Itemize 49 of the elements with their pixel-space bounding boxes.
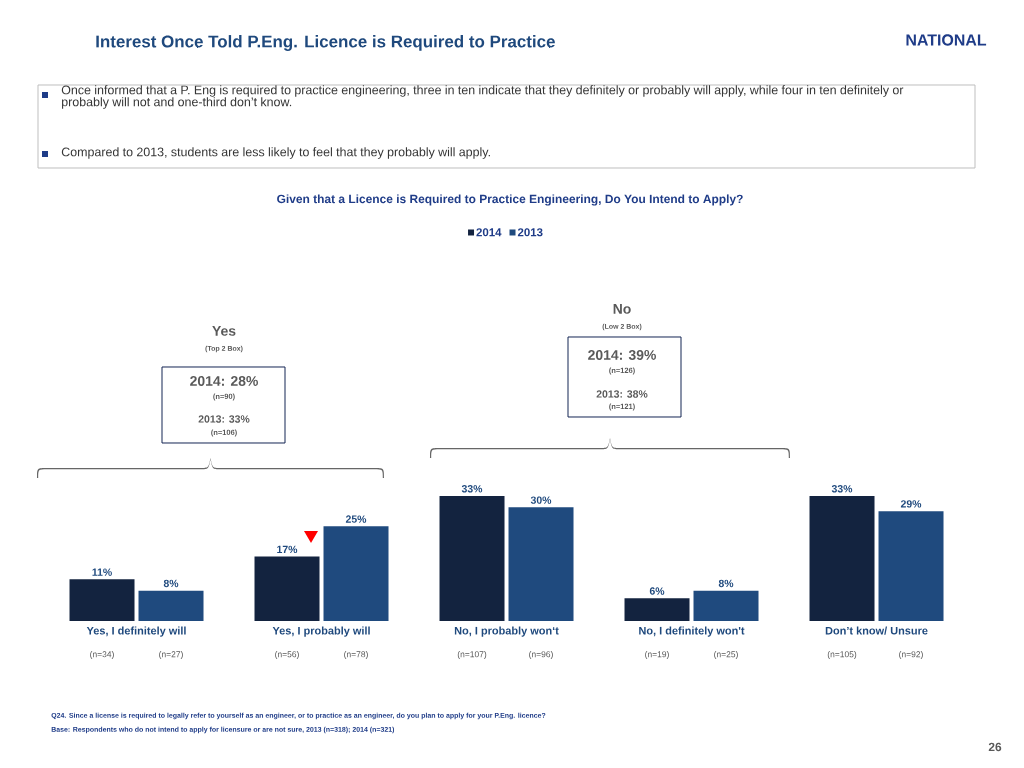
bar bbox=[878, 511, 944, 621]
text: 2014: 39% bbox=[588, 350, 656, 360]
x-tick-label: Yes, I probably will bbox=[272, 626, 370, 637]
text: No bbox=[613, 304, 631, 314]
x-tick-label: No, I definitely won't bbox=[639, 626, 745, 637]
text: (n=107) bbox=[457, 651, 487, 659]
data-label: 29% bbox=[900, 500, 922, 508]
text: (n=96) bbox=[529, 651, 553, 659]
text: 26 bbox=[988, 742, 1002, 752]
text: Once informed that a P. Eng is required to practice engineering, three in ten indicate that they definitely or probably will apply, while four in ten definitely or probably will not and one-third don’t know. bbox=[61, 85, 904, 109]
bar bbox=[323, 526, 389, 621]
data-label: 30% bbox=[530, 496, 552, 504]
legend-label: 2014 bbox=[476, 228, 502, 237]
x-tick-label: No, I probably won‘t bbox=[454, 626, 559, 637]
bar bbox=[693, 590, 759, 621]
legend-label: 2013 bbox=[517, 228, 543, 237]
bar bbox=[508, 507, 574, 621]
text: Yes bbox=[212, 326, 236, 336]
text: NATIONAL bbox=[906, 34, 987, 46]
bar bbox=[624, 598, 690, 621]
data-label: 8% bbox=[163, 579, 179, 588]
chart-subtitle: Given that a Licence is Required to Practice Engineering, Do You Intend to Apply? bbox=[277, 194, 743, 206]
text: 2013: 33% bbox=[198, 415, 250, 423]
data-label: 33% bbox=[461, 485, 483, 493]
text: (n=105) bbox=[827, 651, 857, 659]
text: (n=19) bbox=[645, 651, 669, 659]
text: (n=92) bbox=[899, 651, 923, 659]
data-label: 6% bbox=[649, 587, 665, 595]
chart-title: Interest Once Told P.Eng. Licence is Required to Practice bbox=[96, 35, 555, 51]
data-label: 33% bbox=[831, 485, 853, 493]
data-label: 25% bbox=[345, 515, 367, 523]
text: (n=27) bbox=[159, 651, 183, 659]
text: (n=34) bbox=[90, 651, 114, 659]
bar bbox=[439, 495, 505, 621]
text: (n=25) bbox=[714, 651, 738, 659]
data-label: 8% bbox=[718, 579, 734, 588]
text: 2014: 28% bbox=[190, 376, 258, 386]
bar bbox=[69, 579, 135, 621]
text: (n=78) bbox=[344, 651, 368, 659]
data-label: 11% bbox=[92, 568, 112, 576]
text: 2013: 38% bbox=[596, 390, 648, 398]
bar bbox=[254, 556, 320, 621]
x-tick-label: Yes, I definitely will bbox=[86, 626, 186, 637]
data-label: 17% bbox=[277, 545, 298, 554]
bar bbox=[138, 590, 204, 621]
x-tick-label: Don’t know/ Unsure bbox=[825, 626, 928, 635]
text: (n=56) bbox=[275, 651, 299, 659]
text: Compared to 2013, students are less likely to feel that they probably will apply. bbox=[61, 147, 490, 159]
bar bbox=[809, 495, 875, 621]
